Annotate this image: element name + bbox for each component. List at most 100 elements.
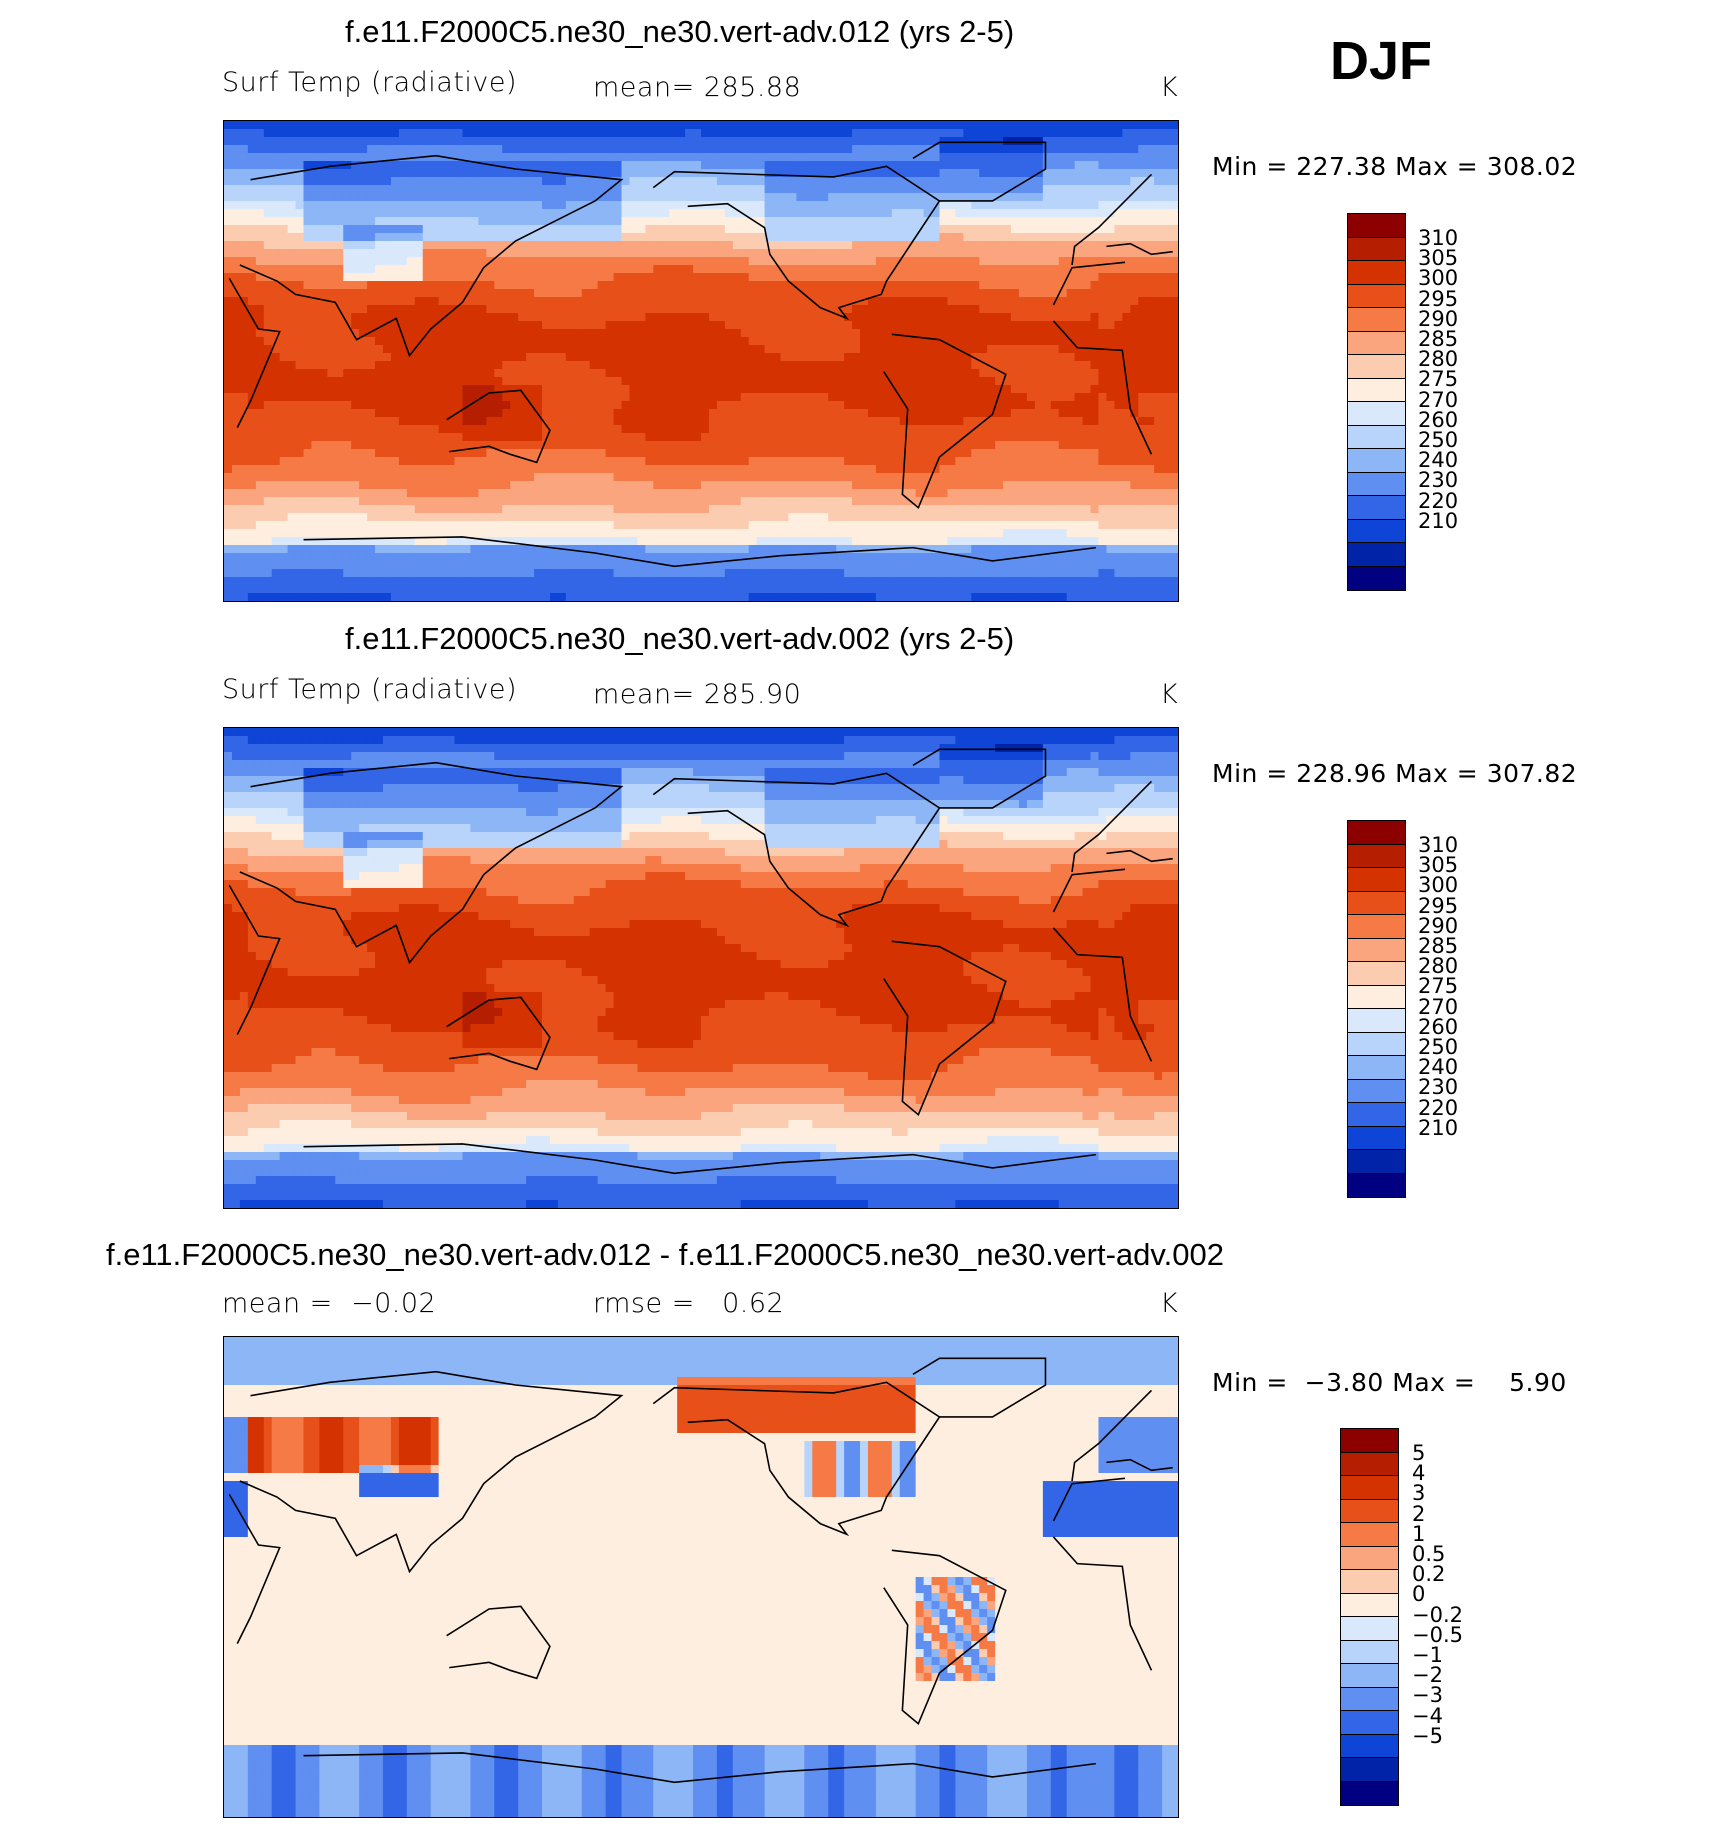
field-cell: [923, 344, 933, 354]
field-cell: [756, 385, 766, 394]
field-cell: [1003, 344, 1012, 354]
field-cell: [390, 248, 400, 258]
field-cell: [637, 344, 646, 354]
field-cell: [534, 121, 543, 130]
field-cell: [1058, 353, 1068, 362]
field-cell: [947, 185, 957, 194]
field-cell: [637, 145, 646, 154]
field-cell: [987, 224, 996, 234]
field-cell: [1066, 313, 1076, 322]
field-cell: [335, 377, 344, 386]
field-cell: [430, 392, 440, 402]
field-cell: [645, 152, 654, 162]
field-cell: [430, 241, 440, 250]
field-cell: [907, 169, 917, 178]
field-cell: [629, 233, 639, 242]
field-cell: [287, 392, 297, 402]
field-cell: [430, 152, 440, 162]
field-cell: [1082, 161, 1092, 170]
field-cell: [1138, 248, 1147, 258]
field-cell: [398, 121, 408, 130]
field-cell: [1050, 344, 1060, 354]
field-cell: [549, 337, 559, 346]
field-cell: [1011, 409, 1020, 418]
field-cell: [542, 209, 551, 218]
field-cell: [947, 329, 957, 338]
field-cell: [812, 257, 821, 266]
field-cell: [716, 161, 726, 170]
field-cell: [1114, 128, 1123, 138]
field-cell: [629, 137, 639, 146]
field-cell: [1122, 241, 1131, 250]
field-cell: [1098, 233, 1108, 242]
field-cell: [255, 161, 265, 170]
field-cell: [438, 209, 448, 218]
field-cell: [963, 433, 972, 442]
field-cell: [971, 161, 980, 170]
field-cell: [852, 272, 861, 282]
field-cell: [478, 248, 487, 258]
field-cell: [438, 392, 448, 402]
field-cell: [1058, 137, 1068, 146]
field-cell: [327, 217, 336, 226]
field-cell: [1138, 217, 1147, 226]
field-cell: [263, 169, 273, 178]
field-cell: [295, 193, 305, 202]
field-cell: [255, 296, 265, 306]
field-cell: [621, 329, 631, 338]
field-cell: [454, 217, 464, 226]
field-cell: [263, 128, 273, 138]
field-cell: [867, 296, 877, 306]
field-cell: [605, 272, 615, 282]
field-cell: [510, 248, 519, 258]
field-cell: [629, 361, 639, 370]
field-cell: [359, 392, 368, 402]
field-cell: [716, 425, 726, 434]
field-cell: [867, 305, 877, 314]
field-cell: [1098, 209, 1108, 218]
field-cell: [406, 281, 416, 290]
field-cell: [645, 353, 654, 362]
field-cell: [701, 257, 710, 266]
field-cell: [1011, 193, 1020, 202]
field-cell: [971, 320, 980, 330]
field-cell: [693, 440, 702, 450]
field-cell: [462, 128, 472, 138]
field-cell: [828, 248, 837, 258]
field-cell: [430, 305, 440, 314]
field-cell: [677, 161, 686, 170]
field-cell: [677, 425, 686, 434]
field-cell: [359, 289, 368, 298]
field-cell: [780, 368, 790, 378]
field-cell: [669, 409, 678, 418]
field-cell: [772, 416, 782, 426]
field-cell: [820, 241, 829, 250]
field-cell: [796, 161, 805, 170]
field-cell: [422, 440, 432, 450]
field-cell: [327, 281, 336, 290]
field-cell: [653, 137, 662, 146]
field-cell: [788, 217, 797, 226]
field-cell: [995, 416, 1004, 426]
field-cell: [812, 128, 821, 138]
field-cell: [382, 265, 392, 274]
field-cell: [231, 385, 241, 394]
field-cell: [1066, 152, 1076, 162]
field-cell: [462, 193, 472, 202]
field-cell: [335, 344, 344, 354]
field-cell: [430, 209, 440, 218]
field-cell: [597, 425, 607, 434]
field-cell: [454, 209, 464, 218]
field-cell: [311, 392, 320, 402]
field-cell: [915, 329, 925, 338]
field-cell: [303, 320, 313, 330]
field-cell: [470, 137, 480, 146]
field-cell: [231, 289, 241, 298]
field-cell: [1042, 185, 1052, 194]
field-cell: [637, 121, 646, 130]
field-cell: [343, 361, 352, 370]
field-cell: [549, 409, 559, 418]
field-cell: [963, 272, 972, 282]
field-cell: [486, 385, 495, 394]
field-cell: [1114, 145, 1123, 154]
